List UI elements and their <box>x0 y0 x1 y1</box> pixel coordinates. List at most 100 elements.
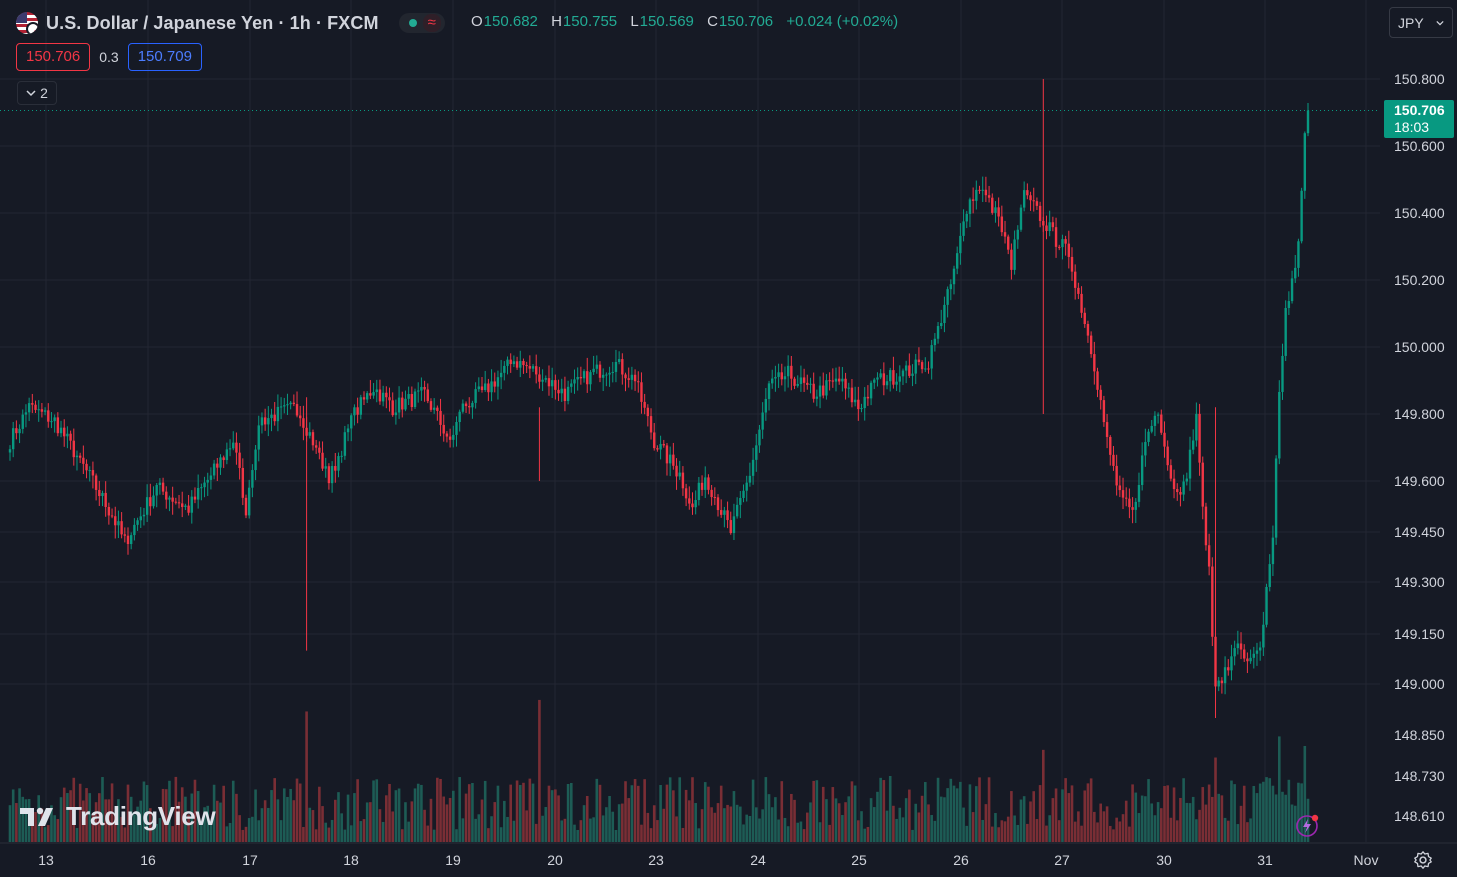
candle-body <box>343 432 347 456</box>
candle-body <box>1096 371 1099 390</box>
candle-body <box>586 371 589 385</box>
candle-body <box>522 361 525 366</box>
buy-price-button[interactable]: 150.709 <box>127 43 202 71</box>
symbol-title[interactable]: U.S. Dollar / Japanese Yen · 1h · FXCM <box>46 12 379 33</box>
settings-gear-icon[interactable] <box>1412 849 1434 871</box>
candle-body <box>595 364 599 369</box>
candle-body <box>85 463 88 471</box>
volume-bar <box>72 777 76 842</box>
volume-bar <box>1159 808 1163 842</box>
time-axis[interactable]: 13 16 17 18 19 20 23 24 25 26 27 30 31 Nov <box>0 842 1457 868</box>
brand-name: TradingView <box>66 801 216 831</box>
volume-bar <box>62 787 66 842</box>
time-tick-label: 16 <box>140 852 156 868</box>
price-axis[interactable]: 150.800 150.600 150.400 150.200 150.000 149.8… <box>1394 71 1445 824</box>
volume-bar <box>761 809 764 842</box>
candle-body <box>659 444 662 450</box>
candle-body <box>196 488 200 500</box>
candle-body <box>346 428 350 433</box>
candle-body <box>82 457 85 464</box>
chevron-down-icon <box>1436 20 1444 25</box>
volume-bar <box>1172 787 1176 842</box>
candle-body <box>1255 650 1259 654</box>
market-status[interactable]: ≈ <box>398 13 445 33</box>
volume-bar <box>799 821 803 842</box>
candle-body <box>624 374 627 379</box>
volume-bar <box>155 823 159 842</box>
volume-bar <box>1195 819 1198 842</box>
volume-bar <box>598 784 602 842</box>
candle-body <box>857 399 860 410</box>
candle-body <box>1258 647 1262 651</box>
volume-bar <box>50 805 53 842</box>
candle-body <box>694 500 697 508</box>
volume-bar <box>1054 788 1058 842</box>
volume-bar <box>464 793 468 842</box>
open-key: O <box>471 13 483 30</box>
volume-bar <box>592 817 595 842</box>
candle-body <box>417 390 420 392</box>
change-value: +0.024 (+0.02%) <box>786 13 899 30</box>
volume-bar <box>1093 811 1096 842</box>
candle-body <box>388 397 391 401</box>
volume-bar <box>767 794 771 842</box>
candle-body <box>605 374 608 376</box>
volume-bar <box>898 807 902 842</box>
candle-body <box>573 379 576 384</box>
candle-body <box>563 388 567 402</box>
candle-body <box>707 477 710 490</box>
candle-body <box>1128 498 1131 508</box>
volume-bar <box>716 803 720 842</box>
volume-bar <box>780 781 784 842</box>
candle-body <box>1274 458 1278 538</box>
ohlc-values: O150.682 H150.755 L150.569 C150.706 +0.0… <box>471 13 907 30</box>
currency-select[interactable]: JPY <box>1389 7 1453 38</box>
volume-bar <box>97 793 101 842</box>
volume-bar <box>1246 822 1249 842</box>
volume-bar <box>397 788 401 842</box>
volume-bar <box>939 796 943 842</box>
volume-bar <box>965 825 969 842</box>
volume-bar <box>222 785 225 842</box>
volume-bar <box>107 799 111 842</box>
candle-body <box>324 466 327 469</box>
volume-bar <box>1293 805 1297 842</box>
volume-bar <box>1281 791 1284 842</box>
candle-body <box>295 404 299 416</box>
tradingview-logo: TradingView <box>20 801 216 832</box>
candle-body <box>621 359 624 375</box>
volume-bar <box>75 827 79 842</box>
candle-body <box>570 383 573 387</box>
candle-body <box>1160 414 1163 433</box>
volume-bar <box>43 827 47 842</box>
volume-bar <box>113 813 117 842</box>
candle-body <box>200 487 203 489</box>
sell-price-button[interactable]: 150.706 <box>16 43 91 71</box>
bar-countdown: 18:03 <box>1394 119 1430 135</box>
volume-bar <box>930 815 933 842</box>
time-tick-label: 13 <box>38 852 54 868</box>
lightning-icon[interactable] <box>1295 813 1321 839</box>
candle-body <box>168 497 171 500</box>
candle-body <box>1182 481 1185 495</box>
volume-bar <box>381 821 385 842</box>
volume-bar <box>1166 785 1169 842</box>
volume-bar <box>343 829 347 842</box>
candle-body <box>232 442 235 449</box>
candle-body <box>452 434 455 440</box>
volume-bar <box>282 788 286 842</box>
volume-bar <box>404 802 407 842</box>
candle-body <box>809 383 812 385</box>
candle-body <box>359 397 363 415</box>
volume-bar <box>946 788 949 842</box>
volume-bar <box>920 795 924 842</box>
volume-bar <box>911 829 914 842</box>
volume-bar <box>566 783 570 842</box>
candle-body <box>780 372 783 380</box>
indicators-toggle-button[interactable]: 2 <box>17 81 57 105</box>
volume-bar <box>1262 781 1265 842</box>
volume-bar <box>91 813 95 842</box>
volume-bar <box>726 804 729 842</box>
candle-body <box>251 470 254 488</box>
